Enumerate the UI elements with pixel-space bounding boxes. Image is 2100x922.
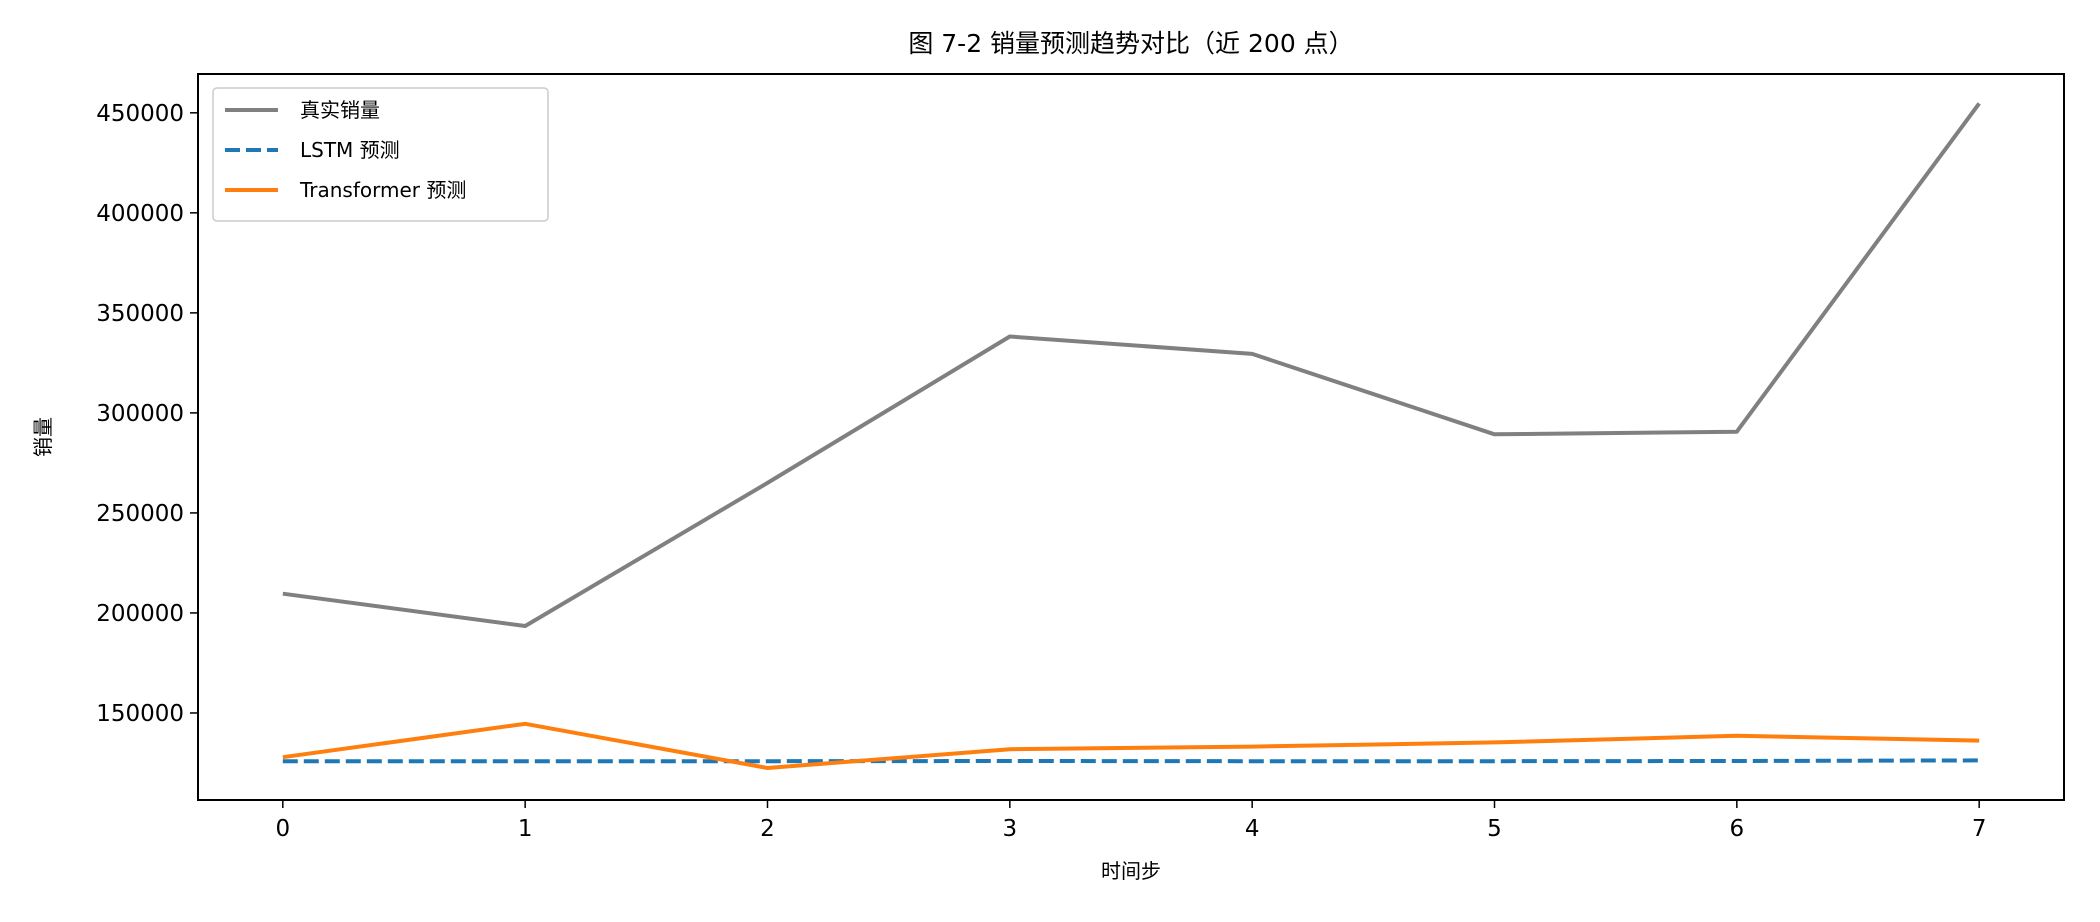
y-tick-label: 450000 [96,101,184,127]
y-tick-label: 250000 [96,501,184,527]
x-tick-label: 7 [1972,816,1987,842]
legend-label-0: 真实销量 [300,98,380,122]
y-axis-label: 销量 [31,417,55,457]
x-axis-ticks: 0 1 2 3 4 5 6 7 [275,800,1987,842]
series-lines [282,102,1981,770]
y-tick-label: 200000 [96,601,184,627]
y-tick-label: 150000 [96,701,184,727]
legend-frame [212,87,549,222]
y-tick-label: 300000 [96,401,184,427]
series-line-2 [282,721,1980,770]
x-tick-label: 5 [1487,816,1502,842]
x-tick-label: 3 [1003,816,1018,842]
x-tick-label: 4 [1245,816,1260,842]
x-tick-label: 2 [760,816,775,842]
y-tick-label: 400000 [96,201,184,227]
series-line-0 [282,102,1981,628]
legend: 真实销量 LSTM 预测 Transformer 预测 [212,87,549,222]
legend-label-2: Transformer 预测 [299,178,466,202]
plot-frame [197,73,2065,801]
x-tick-label: 6 [1730,816,1745,842]
x-axis-label: 时间步 [1101,859,1161,883]
chart-title: 图 7-2 销量预测趋势对比（近 200 点） [908,29,1353,58]
series-line-1 [282,758,1980,764]
x-tick-label: 0 [275,816,290,842]
legend-label-1: LSTM 预测 [300,138,400,162]
y-axis-ticks: 150000 200000 250000 300000 350000 400000 4500… [96,101,198,727]
y-tick-label: 350000 [96,301,184,327]
x-tick-label: 1 [518,816,533,842]
